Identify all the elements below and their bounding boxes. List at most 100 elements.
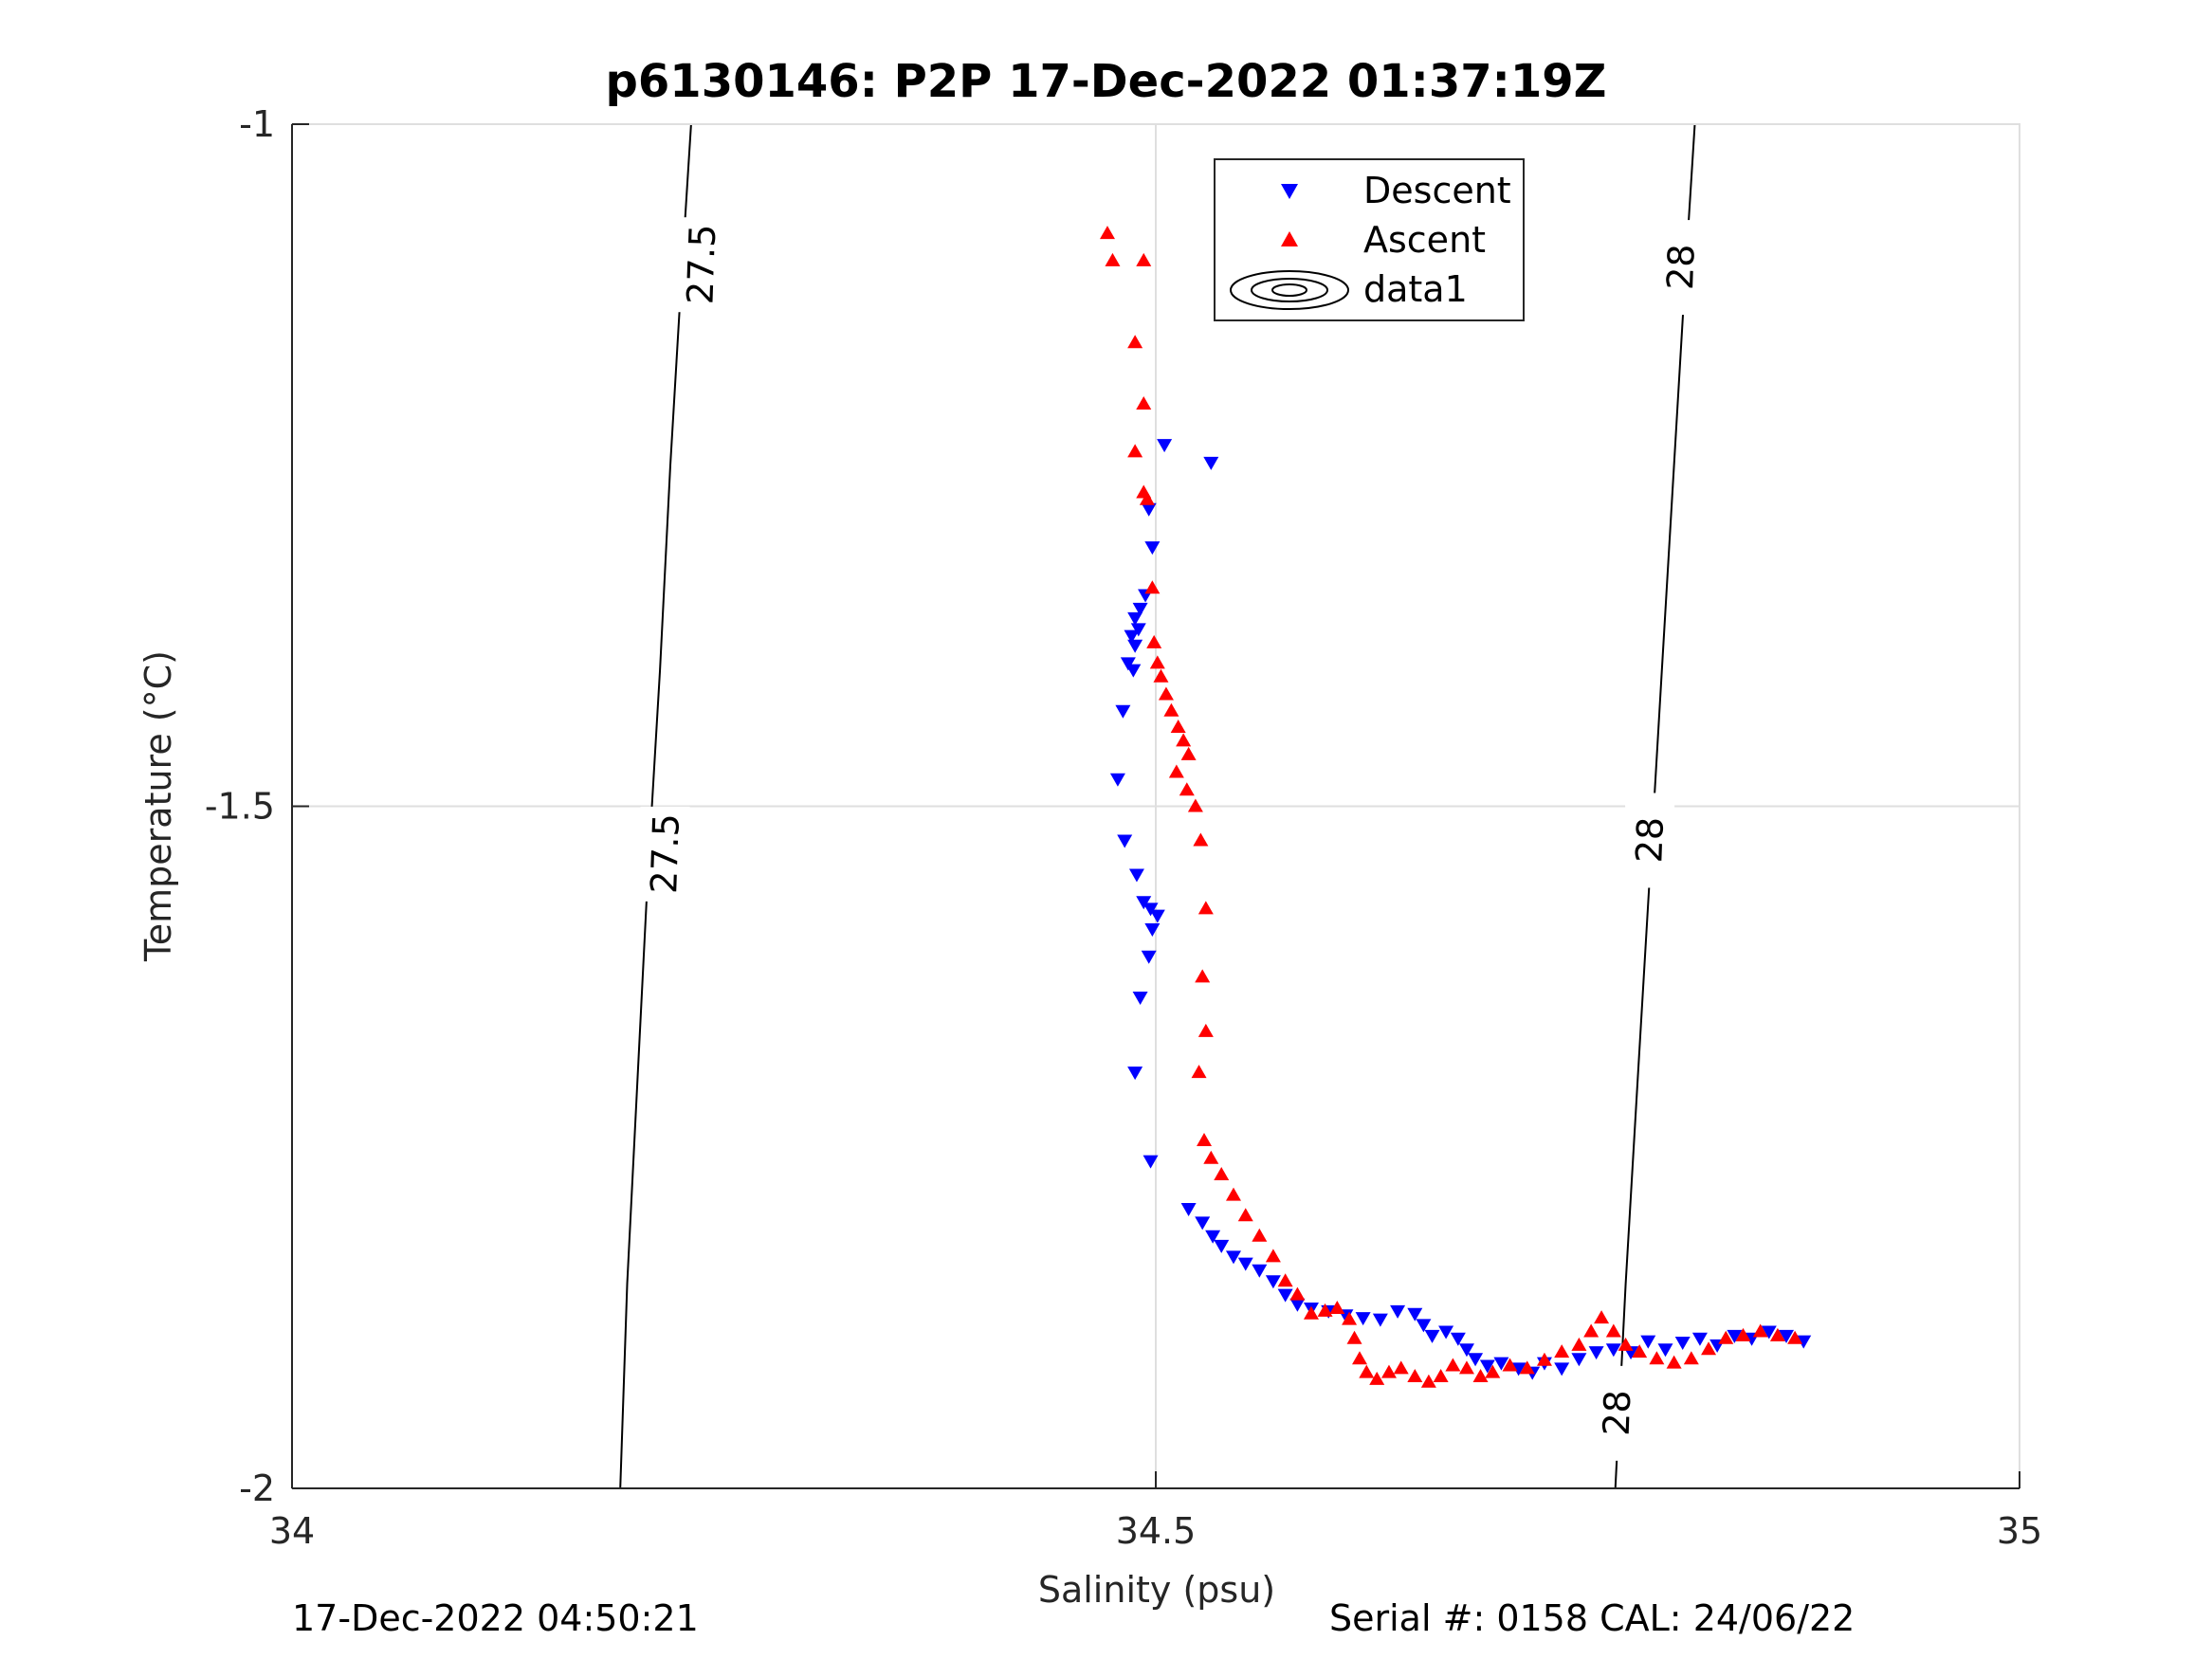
descent-point — [1458, 1343, 1474, 1358]
contour-label: 28 — [1596, 1389, 1639, 1436]
ascent-point — [1197, 1133, 1213, 1147]
ascent-point — [1158, 686, 1174, 701]
x-tick-label: 34.5 — [1116, 1510, 1197, 1552]
ascent-point — [1179, 782, 1195, 796]
ascent-series — [1099, 226, 1803, 1388]
ascent-point — [1105, 252, 1121, 266]
ascent-point — [1649, 1351, 1665, 1365]
ascent-point — [1407, 1369, 1423, 1383]
x-axis-label: Salinity (psu) — [1038, 1569, 1275, 1611]
ascent-point — [1554, 1344, 1570, 1358]
ascent-point — [1433, 1369, 1449, 1383]
descent-point — [1132, 602, 1148, 616]
ascent-point — [1787, 1330, 1803, 1344]
contour-label: 28 — [1628, 816, 1672, 864]
ascent-point — [1277, 1273, 1293, 1287]
descent-point — [1127, 611, 1143, 626]
x-tick-label: 34 — [269, 1510, 315, 1552]
y-tick-label: -1.5 — [205, 786, 275, 828]
ascent-point — [1571, 1337, 1587, 1351]
descent-series — [1109, 439, 1812, 1380]
ascent-point — [1683, 1351, 1699, 1365]
descent-point — [1203, 456, 1219, 470]
ascent-point — [1445, 1358, 1461, 1372]
descent-point — [1571, 1353, 1587, 1367]
ascent-point — [1458, 1360, 1474, 1375]
descent-point — [1124, 629, 1140, 644]
descent-point — [1691, 1332, 1708, 1346]
contour-label-bg — [640, 806, 690, 902]
ascent-point — [1168, 764, 1184, 778]
ascent-point — [1099, 226, 1115, 240]
descent-point — [1479, 1359, 1495, 1374]
descent-point — [1144, 541, 1161, 556]
descent-point — [1510, 1362, 1526, 1376]
ascent-point — [1289, 1286, 1306, 1301]
y-tick-label: -2 — [239, 1468, 275, 1509]
descent-point — [1214, 1239, 1230, 1253]
ascent-point — [1351, 1351, 1367, 1365]
contour-label-bg — [676, 217, 726, 313]
x-tick-label: 35 — [1997, 1510, 2042, 1552]
ascent-point — [1214, 1167, 1230, 1181]
descent-point — [1141, 502, 1157, 517]
descent-point — [1438, 1325, 1454, 1340]
ascent-point — [1605, 1323, 1621, 1338]
ascent-point — [1191, 1065, 1207, 1079]
ascent-point — [1127, 335, 1143, 349]
ascent-point — [1317, 1303, 1333, 1317]
descent-point — [1424, 1329, 1440, 1343]
descent-point — [1225, 1250, 1241, 1265]
ascent-point — [1472, 1369, 1489, 1383]
legend-descent-label: Descent — [1363, 170, 1511, 211]
descent-point — [1125, 664, 1142, 678]
contour-label: 28 — [1659, 244, 1703, 291]
ascent-point — [1265, 1249, 1281, 1263]
descent-point — [1468, 1353, 1484, 1367]
ascent-point — [1752, 1323, 1768, 1338]
descent-point — [1237, 1257, 1253, 1271]
legend-ascent-label: Ascent — [1363, 219, 1486, 261]
ascent-point — [1346, 1330, 1362, 1344]
density-contours: 27.5 27.5 28 28 28 — [619, 123, 1706, 1489]
ascent-point — [1136, 252, 1152, 266]
descent-point — [1727, 1329, 1743, 1343]
ascent-point — [1197, 901, 1214, 915]
descent-point — [1136, 896, 1152, 910]
ascent-point — [1180, 746, 1197, 760]
legend-contour-label: data1 — [1363, 268, 1468, 310]
descent-point — [1109, 773, 1125, 787]
descent-point — [1149, 909, 1165, 923]
ascent-point — [1329, 1301, 1345, 1315]
ascent-point — [1252, 1228, 1268, 1242]
descent-point — [1143, 902, 1159, 917]
descent-point — [1674, 1337, 1691, 1351]
y-tick-label: -1 — [239, 103, 275, 145]
descent-point — [1252, 1264, 1268, 1278]
descent-point — [1554, 1362, 1570, 1376]
footer-serial: Serial #: 0158 CAL: 24/06/22 — [1329, 1597, 1856, 1639]
descent-point — [1265, 1275, 1281, 1289]
ascent-point — [1136, 395, 1152, 410]
descent-point — [1761, 1325, 1777, 1340]
ascent-point — [1369, 1371, 1385, 1385]
ascent-point — [1225, 1187, 1241, 1201]
y-axis-label: Temperature (°C) — [137, 650, 179, 962]
descent-point — [1390, 1304, 1406, 1319]
descent-point — [1605, 1343, 1621, 1358]
ascent-point — [1594, 1310, 1610, 1324]
descent-point — [1127, 1066, 1143, 1081]
descent-point — [1450, 1332, 1466, 1346]
contour-label-bg — [1625, 793, 1675, 888]
contour-label-bg — [1655, 220, 1706, 316]
descent-point — [1130, 623, 1146, 637]
legend-ascent-marker — [1281, 231, 1298, 246]
descent-point — [1372, 1313, 1388, 1327]
descent-point — [1120, 657, 1136, 671]
ascent-point — [1666, 1355, 1682, 1369]
contour-label-bg — [1592, 1365, 1642, 1461]
ascent-point — [1769, 1327, 1785, 1341]
descent-point — [1796, 1335, 1812, 1349]
descent-point — [1657, 1343, 1673, 1358]
